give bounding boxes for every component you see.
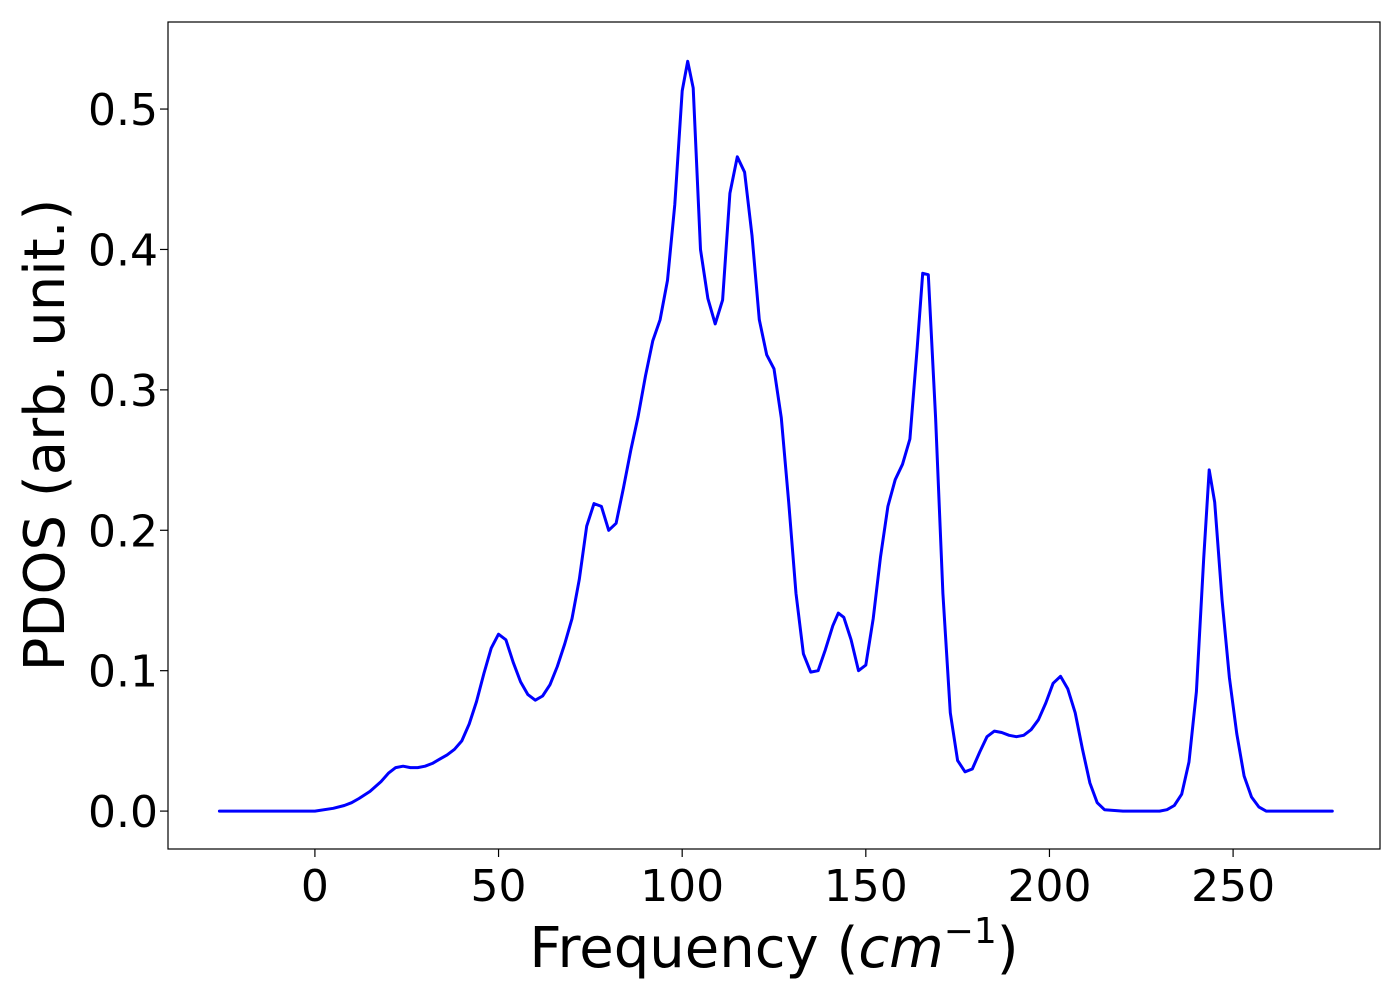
x-axis-label: Frequency (cm−1) [529, 911, 1018, 981]
y-tick-label: 0.2 [88, 506, 158, 557]
x-tick-label: 50 [471, 861, 527, 912]
y-axis-label: PDOS (arb. unit.) [13, 199, 78, 672]
y-tick-label: 0.0 [88, 787, 158, 838]
y-tick-label: 0.3 [88, 366, 158, 417]
x-tick-label: 0 [301, 861, 329, 912]
x-tick-label: 250 [1191, 861, 1275, 912]
x-axis-ticks: 0 50 100 150 200 250 [301, 849, 1275, 912]
x-tick-label: 150 [824, 861, 908, 912]
x-tick-label: 200 [1007, 861, 1091, 912]
y-tick-label: 0.5 [88, 85, 158, 136]
y-axis-ticks: 0.0 0.1 0.2 0.3 0.4 0.5 [88, 85, 168, 838]
x-tick-label: 100 [640, 861, 724, 912]
plot-area [167, 21, 1381, 850]
y-tick-label: 0.1 [88, 647, 158, 698]
y-tick-label: 0.4 [88, 225, 158, 276]
pdos-line [217, 59, 1334, 813]
